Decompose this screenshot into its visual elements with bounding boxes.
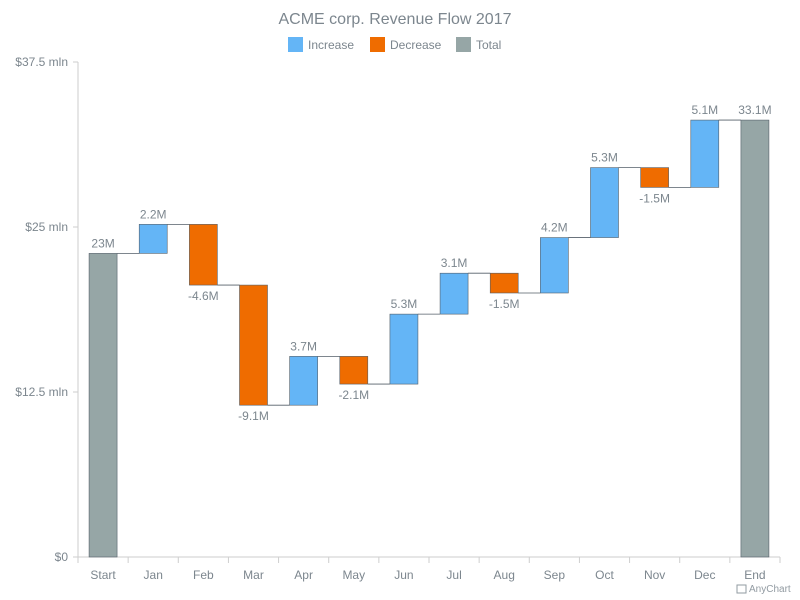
data-label-jan: 2.2M (140, 207, 167, 221)
data-label-nov: -1.5M (639, 191, 670, 205)
bars (88, 119, 770, 558)
data-label-apr: 3.7M (290, 339, 317, 353)
bar-mar (239, 284, 268, 406)
legend-label: Decrease (390, 38, 442, 52)
data-label-may: -2.1M (338, 388, 369, 402)
bar-nov (640, 167, 669, 188)
x-tick-label: Start (90, 568, 116, 582)
bar-may (339, 356, 369, 385)
legend[interactable]: Increase Decrease Total (288, 37, 501, 52)
bar-end (740, 119, 770, 558)
x-tick-label: Mar (243, 568, 264, 582)
data-label-sep: 4.2M (541, 221, 568, 235)
bar-aug (489, 272, 519, 294)
bar-apr (289, 356, 318, 406)
data-label-oct: 5.3M (591, 151, 618, 165)
legend-swatch (370, 37, 385, 52)
data-label-feb: -4.6M (188, 289, 219, 303)
data-label-jun: 5.3M (391, 297, 418, 311)
data-label-aug: -1.5M (489, 297, 520, 311)
y-tick-label: $25 mln (25, 220, 68, 234)
x-tick-label: Apr (294, 568, 313, 582)
x-axis: Start Jan Feb Mar Apr May Jun Jul Aug Sep Oct Nov De… (77, 556, 781, 582)
bar-dec (690, 119, 720, 188)
credit-text: AnyChart (749, 584, 791, 595)
y-tick-label: $37.5 mln (15, 55, 68, 69)
bar-sep (540, 237, 569, 294)
bar-start (88, 253, 118, 558)
x-tick-label: Oct (595, 568, 614, 582)
bar-feb (189, 224, 218, 286)
y-axis: $0 $12.5 mln $25 mln $37.5 mln (15, 55, 79, 564)
x-tick-label: Dec (694, 568, 715, 582)
data-label-start: 23M (91, 236, 114, 250)
legend-swatch (456, 37, 471, 52)
data-label-dec: 5.1M (691, 103, 718, 117)
connectors (117, 119, 741, 406)
data-label-mar: -9.1M (238, 409, 269, 423)
anychart-credit[interactable]: AnyChart (736, 584, 791, 595)
legend-item-increase[interactable]: Increase (288, 37, 354, 52)
bar-jul (439, 272, 469, 315)
data-label-end: 33.1M (738, 103, 771, 117)
data-labels: 23M 2.2M -4.6M -9.1M 3.7M -2.1M 5.3M 3.1M -1.5M 4… (91, 103, 771, 423)
y-tick-label: $12.5 mln (15, 385, 68, 399)
legend-item-decrease[interactable]: Decrease (370, 37, 442, 52)
y-tick-label: $0 (55, 550, 69, 564)
bar-jun (389, 313, 419, 385)
chart-logo-icon (736, 584, 747, 594)
x-tick-label: Jul (446, 568, 461, 582)
x-tick-label: End (744, 568, 765, 582)
x-tick-label: Nov (644, 568, 665, 582)
x-tick-label: Jun (394, 568, 413, 582)
legend-label: Total (476, 38, 501, 52)
x-tick-label: Sep (544, 568, 566, 582)
x-tick-label: Jan (144, 568, 163, 582)
data-label-jul: 3.1M (441, 256, 468, 270)
bar-jan (138, 224, 168, 254)
bar-oct (590, 167, 619, 238)
legend-swatch (288, 37, 303, 52)
x-tick-label: Aug (494, 568, 515, 582)
x-tick-label: Feb (193, 568, 214, 582)
legend-item-total[interactable]: Total (456, 37, 501, 52)
x-tick-label: May (342, 568, 365, 582)
legend-label: Increase (308, 38, 354, 52)
chart-title: ACME corp. Revenue Flow 2017 (279, 11, 512, 28)
